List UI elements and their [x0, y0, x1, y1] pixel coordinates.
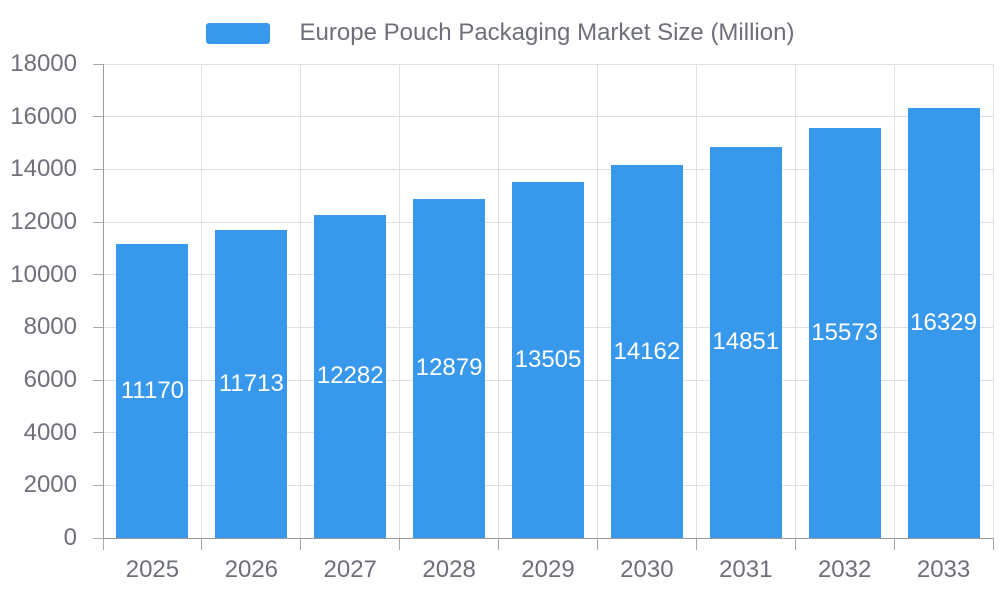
x-axis-label: 2032	[817, 556, 872, 583]
bar-value-label: 14851	[712, 328, 780, 356]
x-tick	[399, 538, 401, 550]
bar[interactable]	[215, 229, 288, 538]
bar[interactable]	[610, 165, 683, 538]
y-tick	[93, 484, 103, 486]
y-tick	[93, 221, 103, 223]
bar-value-label: 13505	[514, 346, 582, 374]
legend[interactable]: Europe Pouch Packaging Market Size (Mill…	[0, 19, 1000, 47]
legend-label[interactable]: Europe Pouch Packaging Market Size (Mill…	[299, 19, 795, 46]
x-axis-label: 2029	[521, 556, 575, 583]
y-tick	[93, 326, 103, 328]
x-axis-label: 2026	[224, 556, 279, 583]
y-axis-label: 6000	[23, 366, 77, 393]
x-gridline	[794, 64, 796, 538]
bar[interactable]	[512, 182, 584, 538]
x-axis-label: 2033	[916, 556, 971, 583]
y-tick	[93, 63, 103, 65]
bar-value-label: 12879	[415, 354, 483, 382]
y-axis-line	[102, 64, 104, 538]
plot-area: 11170 11713 12282 12879 13505 14162 14851 15573…	[102, 63, 994, 539]
y-axis-label: 2000	[23, 471, 77, 499]
x-tick	[300, 538, 302, 550]
y-axis-label: 10000	[10, 260, 77, 288]
x-gridline	[695, 64, 697, 538]
y-tick	[93, 379, 103, 381]
x-tick	[102, 538, 104, 550]
bar[interactable]	[808, 127, 881, 538]
x-axis-label: 2027	[323, 556, 377, 583]
x-tick	[498, 538, 500, 550]
x-tick	[596, 538, 598, 550]
bar-value-label: 11713	[218, 369, 284, 397]
y-axis-label: 12000	[10, 208, 77, 235]
y-gridline	[103, 116, 993, 118]
x-gridline	[399, 64, 401, 538]
y-axis-label: 18000	[10, 50, 77, 77]
y-tick	[93, 274, 103, 276]
bar[interactable]	[413, 198, 486, 538]
bar[interactable]	[907, 108, 980, 538]
x-gridline	[893, 64, 895, 538]
x-axis-line	[103, 537, 993, 539]
x-gridline	[498, 64, 500, 538]
x-gridline	[201, 64, 203, 538]
y-tick	[93, 116, 103, 118]
y-tick	[93, 537, 103, 539]
x-tick	[201, 538, 203, 550]
y-gridline	[103, 168, 993, 170]
x-axis-label: 2028	[422, 556, 476, 583]
x-tick	[992, 538, 994, 550]
x-gridline	[992, 64, 994, 538]
x-axis-label: 2025	[125, 556, 180, 583]
y-axis-label: 8000	[23, 313, 77, 341]
bar-value-label: 11170	[120, 376, 185, 404]
x-tick	[893, 538, 895, 550]
y-tick	[93, 432, 103, 434]
bar[interactable]	[709, 146, 782, 538]
bar-value-label: 16329	[910, 309, 977, 336]
x-tick	[794, 538, 796, 550]
bar[interactable]	[314, 214, 387, 538]
y-tick	[93, 168, 103, 170]
y-axis-label: 0	[63, 524, 77, 551]
bar-value-label: 15573	[811, 318, 879, 346]
x-tick	[695, 538, 697, 550]
y-axis-label: 14000	[10, 155, 77, 183]
bar-value-label: 12282	[316, 362, 384, 390]
y-axis-label: 16000	[10, 102, 77, 130]
y-axis-label: 4000	[23, 418, 77, 446]
legend-swatch[interactable]	[205, 22, 270, 44]
x-axis-label: 2030	[620, 556, 674, 583]
bar[interactable]	[116, 243, 189, 538]
x-gridline	[596, 64, 598, 538]
bar-value-label: 14162	[613, 337, 681, 365]
x-axis-label: 2031	[719, 556, 773, 583]
y-gridline	[103, 63, 993, 65]
x-gridline	[300, 64, 302, 538]
